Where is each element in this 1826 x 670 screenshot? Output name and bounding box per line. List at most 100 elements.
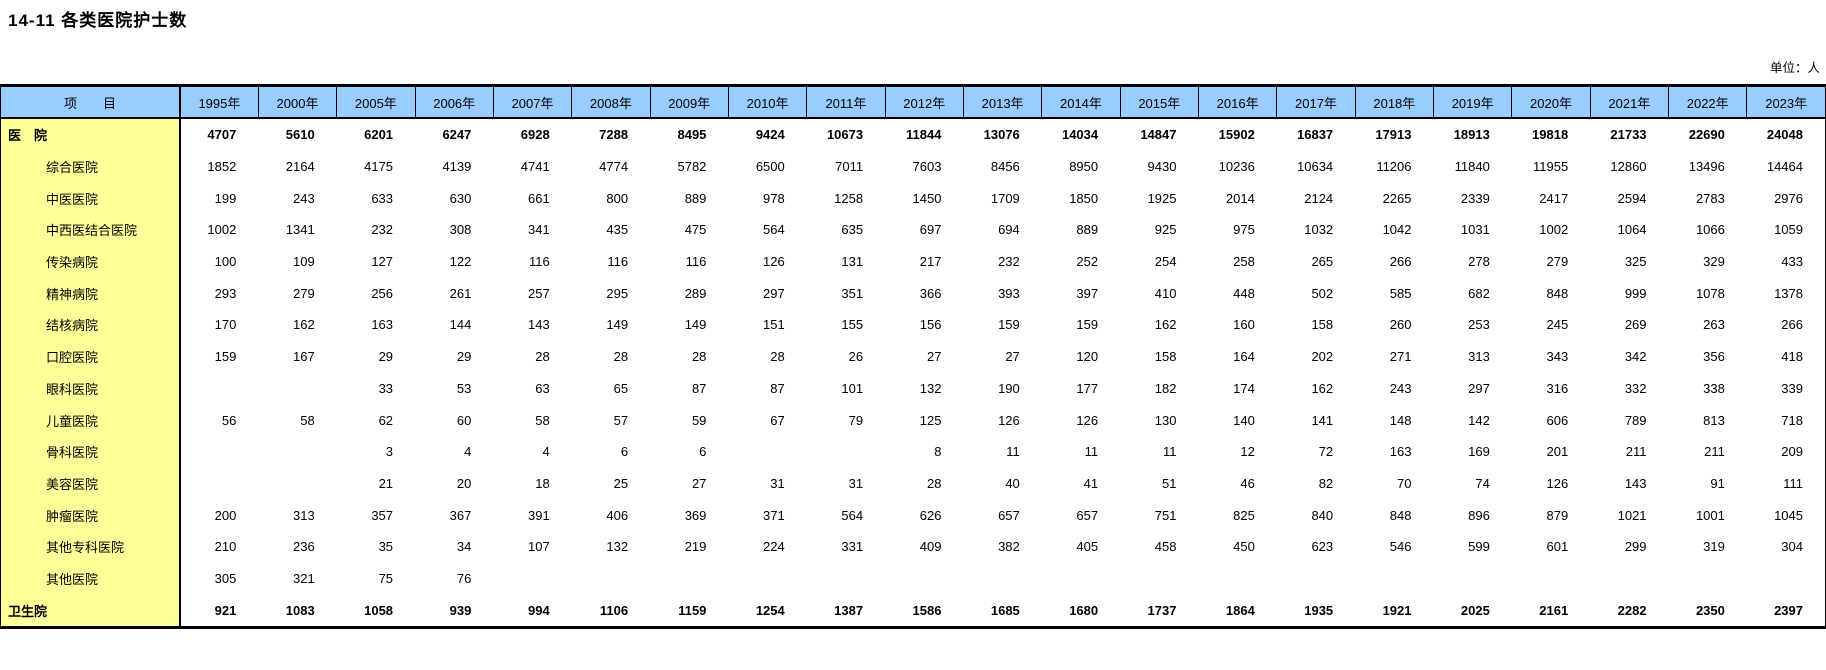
value-cell: 256 <box>336 277 416 310</box>
value-cell: 149 <box>650 309 729 341</box>
value-cell: 343 <box>1511 340 1591 373</box>
value-cell: 450 <box>1198 530 1277 563</box>
value-cell: 151 <box>728 309 807 341</box>
value-cell: 8456 <box>963 150 1042 183</box>
value-cell: 11955 <box>1511 150 1591 183</box>
year-column-header: 2000年 <box>257 85 337 119</box>
value-cell: 1045 <box>1746 499 1826 531</box>
value-cell: 295 <box>571 277 651 310</box>
value-cell: 1925 <box>1120 182 1199 215</box>
value-cell: 2025 <box>1433 594 1512 628</box>
row-label: 中医医院 <box>0 182 181 215</box>
value-cell: 1921 <box>1355 594 1434 628</box>
value-cell: 209 <box>1746 435 1826 468</box>
year-column-header: 2016年 <box>1197 85 1277 119</box>
value-cell: 12860 <box>1590 150 1669 183</box>
value-cell: 8950 <box>1041 150 1121 183</box>
value-cell: 369 <box>650 499 729 531</box>
value-cell: 116 <box>571 245 651 278</box>
value-cell: 202 <box>1276 340 1356 373</box>
value-cell: 1058 <box>336 594 416 628</box>
value-cell: 28 <box>885 467 964 500</box>
value-cell: 1083 <box>258 594 337 628</box>
value-cell: 271 <box>1355 340 1434 373</box>
row-label: 中西医结合医院 <box>0 214 181 246</box>
value-cell: 585 <box>1355 277 1434 310</box>
value-cell: 1450 <box>885 182 964 215</box>
value-cell: 2282 <box>1590 594 1669 628</box>
value-cell: 840 <box>1276 499 1356 531</box>
value-cell <box>728 562 807 595</box>
value-cell: 382 <box>963 530 1042 563</box>
value-cell: 1159 <box>650 594 729 628</box>
row-label: 传染病院 <box>0 245 181 278</box>
value-cell: 339 <box>1746 372 1826 405</box>
value-cell: 1685 <box>963 594 1042 628</box>
value-cell: 243 <box>1355 372 1434 405</box>
value-cell: 14847 <box>1120 118 1199 151</box>
value-cell: 28 <box>650 340 729 373</box>
value-cell: 211 <box>1668 435 1747 468</box>
value-cell: 107 <box>493 530 572 563</box>
unit-label: 单位：人 <box>1769 61 1820 75</box>
value-cell: 606 <box>1511 404 1591 436</box>
row-label: 医 院 <box>0 118 181 151</box>
year-column-header: 2018年 <box>1354 85 1434 119</box>
value-cell <box>806 435 886 468</box>
value-cell: 626 <box>885 499 964 531</box>
value-cell: 6201 <box>336 118 416 151</box>
value-cell: 279 <box>1511 245 1591 278</box>
value-cell: 87 <box>728 372 807 405</box>
value-cell: 122 <box>415 245 494 278</box>
value-cell: 260 <box>1355 309 1434 341</box>
value-cell: 305 <box>180 562 259 595</box>
value-cell: 405 <box>1041 530 1121 563</box>
value-cell: 11844 <box>885 118 964 151</box>
value-cell <box>1276 562 1356 595</box>
value-cell <box>1590 562 1669 595</box>
value-cell: 76 <box>415 562 494 595</box>
value-cell: 751 <box>1120 499 1199 531</box>
table-row: 卫生院 921 1083 1058 939 994 1106 1159 1254 1387 1586… <box>0 594 1826 628</box>
value-cell: 279 <box>258 277 337 310</box>
value-cell: 329 <box>1668 245 1747 278</box>
value-cell: 694 <box>963 214 1042 246</box>
value-cell: 232 <box>963 245 1042 278</box>
value-cell: 8 <box>885 435 964 468</box>
value-cell <box>963 562 1042 595</box>
item-column-header: 项 目 <box>0 85 181 119</box>
value-cell: 158 <box>1120 340 1199 373</box>
value-cell: 35 <box>336 530 416 563</box>
value-cell: 321 <box>258 562 337 595</box>
value-cell: 1378 <box>1746 277 1826 310</box>
value-cell: 149 <box>571 309 651 341</box>
value-cell: 357 <box>336 499 416 531</box>
value-cell: 994 <box>493 594 572 628</box>
value-cell: 278 <box>1433 245 1512 278</box>
value-cell: 56 <box>180 404 259 436</box>
value-cell: 9430 <box>1120 150 1199 183</box>
value-cell: 17913 <box>1355 118 1434 151</box>
value-cell: 142 <box>1433 404 1512 436</box>
value-cell: 2265 <box>1355 182 1434 215</box>
value-cell: 297 <box>728 277 807 310</box>
value-cell: 219 <box>650 530 729 563</box>
value-cell: 564 <box>806 499 886 531</box>
value-cell: 125 <box>885 404 964 436</box>
table-row: 中医医院 199 243 633 630 661 800 889 978 1258 1450 1709… <box>0 182 1826 215</box>
value-cell: 60 <box>415 404 494 436</box>
page-title: 14-11 各类医院护士数 <box>8 11 188 30</box>
value-cell: 896 <box>1433 499 1512 531</box>
value-cell: 4175 <box>336 150 416 183</box>
value-cell: 265 <box>1276 245 1356 278</box>
value-cell: 143 <box>493 309 572 341</box>
header-row: 项 目 1995年 2000年 2005年 2006年 2007年 2008年 2009年 20… <box>0 85 1826 119</box>
value-cell: 1001 <box>1668 499 1747 531</box>
year-column-header: 2011年 <box>806 85 886 119</box>
value-cell: 435 <box>571 214 651 246</box>
value-cell: 82 <box>1276 467 1356 500</box>
value-cell: 418 <box>1746 340 1826 373</box>
value-cell: 7603 <box>885 150 964 183</box>
value-cell: 18 <box>493 467 572 500</box>
value-cell: 2417 <box>1511 182 1591 215</box>
